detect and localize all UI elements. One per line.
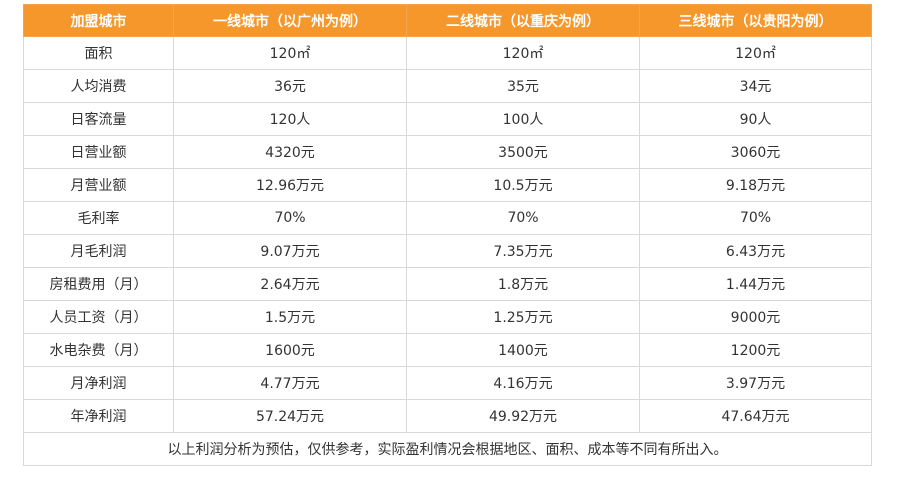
table-row: 月营业额 12.96万元 10.5万元 9.18万元 (23, 168, 872, 202)
table-row: 人均消费 36元 35元 34元 (23, 69, 872, 103)
table-cell: 120㎡ (406, 36, 640, 70)
header-cell-tier2: 二线城市（以重庆为例） (406, 4, 640, 37)
row-label: 人均消费 (23, 69, 174, 103)
table-cell: 10.5万元 (406, 168, 640, 202)
table-cell: 12.96万元 (173, 168, 407, 202)
table-cell: 1.44万元 (639, 267, 872, 301)
table-cell: 7.35万元 (406, 234, 640, 268)
table-cell: 3500元 (406, 135, 640, 169)
table-cell: 49.92万元 (406, 399, 640, 433)
table-cell: 1.8万元 (406, 267, 640, 301)
table-cell: 90人 (639, 102, 872, 136)
table-row: 月毛利润 9.07万元 7.35万元 6.43万元 (23, 234, 872, 268)
table-cell: 4320元 (173, 135, 407, 169)
header-cell-tier3: 三线城市（以贵阳为例） (639, 4, 872, 37)
row-label: 日客流量 (23, 102, 174, 136)
header-row: 加盟城市 一线城市（以广州为例） 二线城市（以重庆为例） 三线城市（以贵阳为例） (23, 4, 872, 37)
row-label: 年净利润 (23, 399, 174, 433)
footnote-row: 以上利润分析为预估，仅供参考，实际盈利情况会根据地区、面积、成本等不同有所出入。 (23, 432, 872, 466)
row-label: 房租费用（月） (23, 267, 174, 301)
table-cell: 70% (173, 201, 407, 235)
table-body: 面积 120㎡ 120㎡ 120㎡ 人均消费 36元 35元 34元 日客流量 … (23, 36, 872, 466)
table-cell: 4.16万元 (406, 366, 640, 400)
table-row: 月净利润 4.77万元 4.16万元 3.97万元 (23, 366, 872, 400)
table-cell: 36元 (173, 69, 407, 103)
table-cell: 120㎡ (639, 36, 872, 70)
table-header: 加盟城市 一线城市（以广州为例） 二线城市（以重庆为例） 三线城市（以贵阳为例） (23, 4, 872, 37)
table-cell: 1200元 (639, 333, 872, 367)
row-label: 月毛利润 (23, 234, 174, 268)
table-cell: 47.64万元 (639, 399, 872, 433)
table-cell: 2.64万元 (173, 267, 407, 301)
table-cell: 70% (406, 201, 640, 235)
row-label: 面积 (23, 36, 174, 70)
footnote-text: 以上利润分析为预估，仅供参考，实际盈利情况会根据地区、面积、成本等不同有所出入。 (23, 432, 872, 466)
table-cell: 1.25万元 (406, 300, 640, 334)
profit-analysis-table: 加盟城市 一线城市（以广州为例） 二线城市（以重庆为例） 三线城市（以贵阳为例）… (23, 4, 872, 466)
row-label: 日营业额 (23, 135, 174, 169)
table-row: 日营业额 4320元 3500元 3060元 (23, 135, 872, 169)
table-row: 年净利润 57.24万元 49.92万元 47.64万元 (23, 399, 872, 433)
table-row: 日客流量 120人 100人 90人 (23, 102, 872, 136)
table-cell: 6.43万元 (639, 234, 872, 268)
table-row: 面积 120㎡ 120㎡ 120㎡ (23, 36, 872, 70)
row-label: 人员工资（月） (23, 300, 174, 334)
table-cell: 35元 (406, 69, 640, 103)
table-cell: 9.07万元 (173, 234, 407, 268)
table-cell: 1400元 (406, 333, 640, 367)
table-cell: 9000元 (639, 300, 872, 334)
table-row: 水电杂费（月） 1600元 1400元 1200元 (23, 333, 872, 367)
table-cell: 120㎡ (173, 36, 407, 70)
row-label: 水电杂费（月） (23, 333, 174, 367)
row-label: 月净利润 (23, 366, 174, 400)
table-cell: 3060元 (639, 135, 872, 169)
table-cell: 9.18万元 (639, 168, 872, 202)
table-cell: 1600元 (173, 333, 407, 367)
row-label: 毛利率 (23, 201, 174, 235)
row-label: 月营业额 (23, 168, 174, 202)
table-cell: 70% (639, 201, 872, 235)
table-cell: 34元 (639, 69, 872, 103)
table-cell: 57.24万元 (173, 399, 407, 433)
table-cell: 100人 (406, 102, 640, 136)
table-cell: 4.77万元 (173, 366, 407, 400)
header-cell-city: 加盟城市 (23, 4, 174, 37)
table-row: 人员工资（月） 1.5万元 1.25万元 9000元 (23, 300, 872, 334)
table-cell: 1.5万元 (173, 300, 407, 334)
header-cell-tier1: 一线城市（以广州为例） (173, 4, 407, 37)
table-cell: 120人 (173, 102, 407, 136)
table-cell: 3.97万元 (639, 366, 872, 400)
profit-table-container: 加盟城市 一线城市（以广州为例） 二线城市（以重庆为例） 三线城市（以贵阳为例）… (23, 4, 872, 466)
table-row: 房租费用（月） 2.64万元 1.8万元 1.44万元 (23, 267, 872, 301)
table-row: 毛利率 70% 70% 70% (23, 201, 872, 235)
